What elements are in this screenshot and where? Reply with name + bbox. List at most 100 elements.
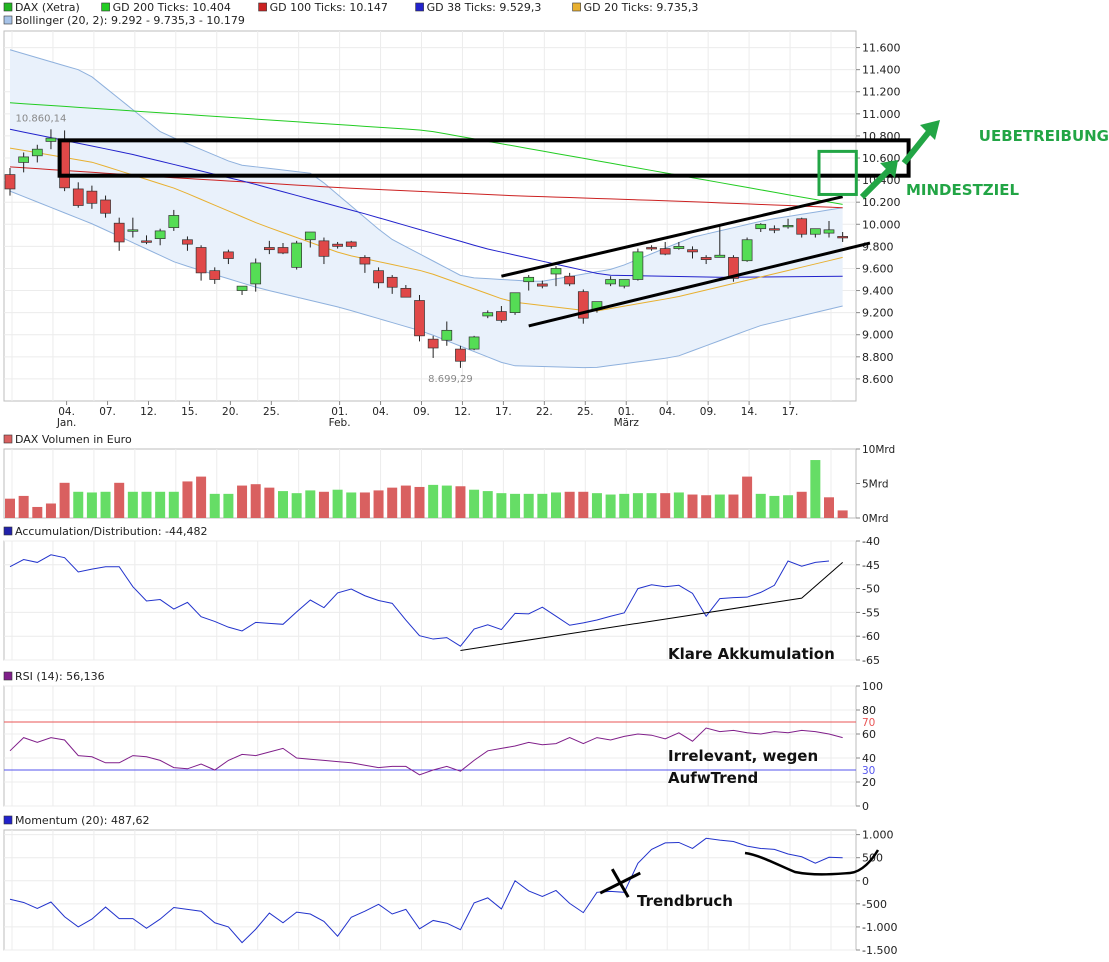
volume-bar [59,482,70,518]
volume-bar [769,495,780,518]
volume-bar [605,494,616,518]
legend-swatch [572,2,581,12]
candle [72,182,84,208]
candle [496,306,507,323]
volume-bar [141,491,152,518]
candle-body [823,229,835,234]
candle [400,285,412,298]
volume-bar [810,460,821,518]
x-tick-sublabel: Feb. [329,417,351,429]
x-tick-label: 04. [659,406,676,418]
candle [304,231,316,248]
candle-body [359,257,371,265]
candle [618,279,630,289]
candle [168,209,180,231]
x-tick-label: 04. [58,406,75,418]
volume-bar [223,493,234,518]
x-tick-label: 17. [495,406,512,418]
candle-body [182,239,193,245]
candle-body [223,251,234,259]
x-tick-sublabel: Jan. [56,417,77,429]
candle [86,185,98,209]
legend-label: GD 100 Ticks: 10.147 [270,1,388,14]
volume-bar [824,497,834,518]
candle-body [796,218,808,235]
y-tick-label: -55 [862,606,880,619]
candle [782,218,794,229]
annotation-trendbruch: Trendbruch [637,892,733,910]
volume-bar [278,491,288,518]
y-tick-label: -1.000 [862,921,897,934]
y-tick-label: 100 [862,680,883,693]
candle [796,217,808,238]
candle-body [414,300,425,337]
x-tick-label: 01. [618,406,635,418]
arrow-uebertreibung-shaft [901,126,935,165]
annotation-klare-akkumulation: Klare Akkumulation [668,645,835,663]
volume-bar [73,491,84,518]
x-tick-label: 04. [372,406,389,418]
candle [673,241,685,250]
candle [441,321,453,346]
candle-body [455,348,466,362]
candle-body [468,336,480,350]
y-tick-label: 11.200 [862,86,901,99]
ad-panel-frame [3,540,857,661]
candle [468,335,480,351]
candle-body [687,249,698,253]
candle-body [304,231,316,241]
candle-body [673,246,685,249]
candle-body [809,228,821,235]
candle-body [427,338,439,349]
candle [182,236,193,251]
candle [659,241,671,256]
candle-body [496,311,507,321]
candle-body [168,215,180,228]
candle [427,335,439,358]
volume-bar [537,493,548,518]
volume-bar [755,493,766,518]
candle-body [700,257,712,260]
candle [509,292,521,315]
y-tick-label: 10.200 [862,196,901,209]
x-tick-label: 14. [741,406,758,418]
y-tick-label: 9.600 [862,262,894,275]
legend-swatch [3,15,13,25]
candle-body [195,247,207,274]
volume-bar [482,491,493,518]
y-tick-label: 0 [862,800,869,813]
candle-body [782,225,794,228]
x-tick-label: 17. [782,406,799,418]
y-tick-label: 20 [862,776,876,789]
candle [18,152,29,173]
sma38-line [9,128,843,278]
volume-bar [687,494,698,518]
volume-bar [346,492,357,518]
y-tick-label: -45 [862,559,880,572]
x-tick-label: 12. [140,406,157,418]
volume-bar [742,476,753,518]
y-tick-label: 0Mrd [862,513,889,525]
candle [250,258,262,292]
candle-body [31,148,43,157]
volume-bar [496,493,507,518]
y-tick-label: 1.000 [862,829,894,842]
volume-bar [796,491,807,518]
momentum-panel-frame [3,829,857,951]
candle-body [236,285,248,291]
candle-body [141,240,152,243]
candle-body [728,257,739,279]
volume-bar [318,491,329,518]
candle [318,237,330,265]
volume-bar [714,494,725,518]
y-tick-label: 5Mrd [862,479,889,491]
candle [100,195,111,218]
candle-body [332,243,343,247]
candle [45,129,57,150]
legend-label: DAX Volumen in Euro [15,433,132,446]
volume-bar [86,492,97,518]
candle-body [400,287,412,298]
x-tick-label: 22. [536,406,553,418]
